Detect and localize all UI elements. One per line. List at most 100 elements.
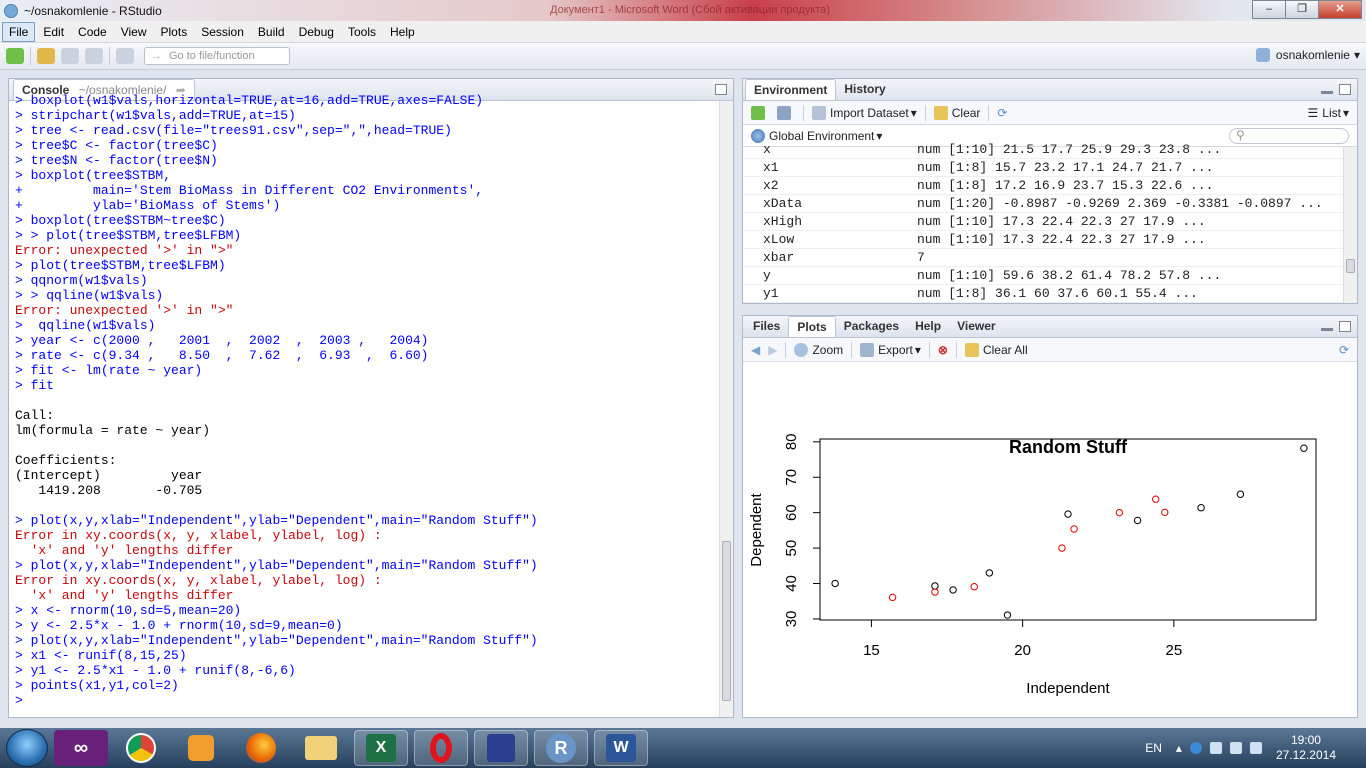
firefox-icon[interactable] [234, 730, 288, 766]
data-point [931, 582, 939, 590]
load-workspace-button[interactable] [751, 105, 769, 120]
remove-plot-icon[interactable]: ⊗ [937, 342, 948, 357]
environment-row[interactable]: xHigh num [1:10] 17.3 22.4 22.3 27 17.9 .… [743, 213, 1343, 231]
console-output[interactable]: > boxplot(w1$vals,horizontal=TRUE,at=16,… [9, 93, 719, 717]
visual-studio-icon[interactable]: ∞ [54, 730, 108, 766]
menu-build[interactable]: Build [257, 24, 285, 39]
word-icon[interactable]: W [594, 730, 648, 766]
signal-icon[interactable] [1229, 742, 1242, 754]
system-clock[interactable]: 19:00 27.12.2014 [1276, 733, 1336, 763]
clear-workspace-button[interactable]: Clear [933, 105, 980, 120]
tab-history[interactable]: History [844, 82, 886, 96]
import-dataset-label: Import Dataset [830, 105, 909, 120]
save-all-icon[interactable] [85, 48, 103, 64]
console-scrollbar[interactable] [719, 101, 733, 717]
menu-view[interactable]: View [120, 24, 147, 39]
menu-debug[interactable]: Debug [298, 24, 334, 39]
refresh-icon[interactable]: ⟳ [1338, 342, 1349, 357]
next-plot-icon[interactable]: ▶ [768, 342, 778, 357]
variable-value: num [1:10] 17.3 22.4 22.3 27 17.9 ... [917, 232, 1206, 247]
data-point [931, 588, 939, 596]
maximize-pane-icon[interactable] [1339, 84, 1351, 95]
console-line: Call: [15, 408, 55, 423]
goto-directory-icon[interactable]: ➦ [175, 83, 186, 97]
import-dataset-button[interactable]: Import Dataset ▾ [812, 105, 917, 120]
info-icon[interactable] [1189, 742, 1202, 754]
minimize-pane-icon[interactable] [1321, 328, 1333, 331]
project-menu[interactable]: osnakomlenie ▾ [1255, 48, 1360, 62]
show-hidden-icons-icon[interactable]: ▴ [1175, 741, 1182, 755]
close-button[interactable]: ✕ [1318, 0, 1362, 19]
environment-search-input[interactable]: ⚲ [1229, 127, 1349, 144]
environment-row[interactable]: x1 num [1:8] 15.7 23.2 17.1 24.7 21.7 ... [743, 159, 1343, 177]
zoom-icon [794, 342, 809, 357]
minimize-button[interactable]: – [1252, 0, 1286, 19]
open-folder-icon[interactable] [37, 48, 55, 64]
tab-files[interactable]: Files [753, 319, 781, 333]
minimize-pane-icon[interactable] [1321, 91, 1333, 94]
maximize-pane-icon[interactable] [715, 84, 727, 95]
previous-plot-icon[interactable]: ◀ [751, 342, 761, 357]
tab-viewer[interactable]: Viewer [957, 319, 996, 333]
menu-edit[interactable]: Edit [43, 24, 65, 39]
menu-session[interactable]: Session [201, 24, 244, 39]
toolbar-separator [785, 341, 787, 358]
volume-icon[interactable] [1249, 742, 1262, 754]
environment-scroll-thumb[interactable] [1346, 259, 1355, 273]
menu-help[interactable]: Help [389, 24, 415, 39]
start-button[interactable] [6, 729, 48, 767]
console-pane: Console ~/osnakomlenie/ ➦ > boxplot(w1$v… [8, 78, 734, 718]
environment-row[interactable]: y1 num [1:8] 36.1 60 37.6 60.1 55.4 ... [743, 285, 1343, 303]
tab-environment[interactable]: Environment [745, 79, 837, 100]
environment-row[interactable]: xData num [1:20] -0.8987 -0.9269 2.369 -0… [743, 195, 1343, 213]
console-line: > stripchart(w1$vals,add=TRUE,at=15) [15, 108, 296, 123]
data-point [1236, 490, 1245, 498]
media-player-icon[interactable] [174, 730, 228, 766]
variable-name: x1 [763, 160, 779, 175]
console-line: > boxplot(w1$vals,horizontal=TRUE,at=16,… [15, 93, 484, 108]
environment-row[interactable]: xLow num [1:10] 17.3 22.4 22.3 27 17.9 ..… [743, 231, 1343, 249]
variable-name: x2 [763, 178, 779, 193]
chrome-icon[interactable] [114, 730, 168, 766]
network-icon[interactable] [1209, 742, 1222, 754]
zoom-button[interactable]: Zoom [794, 342, 843, 357]
menu-tools[interactable]: Tools [347, 24, 376, 39]
environment-row[interactable]: xbar 7 [743, 249, 1343, 267]
tab-console[interactable]: Console ~/osnakomlenie/ ➦ [13, 79, 195, 100]
menu-code[interactable]: Code [78, 24, 107, 39]
menu-plots[interactable]: Plots [160, 24, 188, 39]
file-explorer-icon[interactable] [294, 730, 348, 766]
clear-all-plots-button[interactable]: Clear All [964, 342, 1028, 357]
maximize-pane-icon[interactable] [1339, 321, 1351, 332]
tab-packages[interactable]: Packages [843, 319, 900, 333]
opera-icon[interactable] [414, 730, 468, 766]
export-button[interactable]: Export ▾ [860, 342, 921, 357]
r-icon[interactable]: R [534, 730, 588, 766]
goto-file-input[interactable]: Go to file/function [144, 47, 290, 65]
console-scroll-thumb[interactable] [722, 541, 731, 701]
save-workspace-button[interactable] [777, 105, 795, 120]
environment-row[interactable]: y num [1:10] 59.6 38.2 61.4 78.2 57.8 ... [743, 267, 1343, 285]
new-file-icon[interactable] [6, 48, 24, 64]
print-icon[interactable] [116, 48, 134, 64]
tab-help[interactable]: Help [915, 319, 942, 333]
environment-scrollbar[interactable] [1343, 147, 1357, 303]
data-point [985, 569, 994, 577]
view-mode-dropdown[interactable]: ☰ List ▾ [1308, 106, 1349, 120]
environment-row[interactable]: x num [1:10] 21.5 17.7 25.9 29.3 23.8 ... [743, 141, 1343, 159]
refresh-icon[interactable]: ⟳ [997, 105, 1008, 120]
main-toolbar: Go to file/function osnakomlenie ▾ [0, 43, 1366, 70]
environment-row[interactable]: x2 num [1:8] 17.2 16.9 23.7 15.3 22.6 ... [743, 177, 1343, 195]
console-line: > > qqline(w1$vals) [15, 288, 164, 303]
excel-icon[interactable]: X [354, 730, 408, 766]
tab-plots[interactable]: Plots [788, 316, 836, 337]
maximize-button[interactable]: ❐ [1285, 0, 1319, 19]
menu-file[interactable]: File [2, 21, 36, 42]
language-indicator[interactable]: EN [1145, 741, 1162, 755]
scope-dropdown[interactable]: Global Environment ▾ [751, 128, 882, 143]
save-floppy-icon[interactable] [474, 730, 528, 766]
console-line [15, 438, 719, 453]
save-icon[interactable] [61, 48, 79, 64]
variable-value: num [1:8] 17.2 16.9 23.7 15.3 22.6 ... [917, 178, 1214, 193]
clock-time: 19:00 [1290, 733, 1321, 747]
